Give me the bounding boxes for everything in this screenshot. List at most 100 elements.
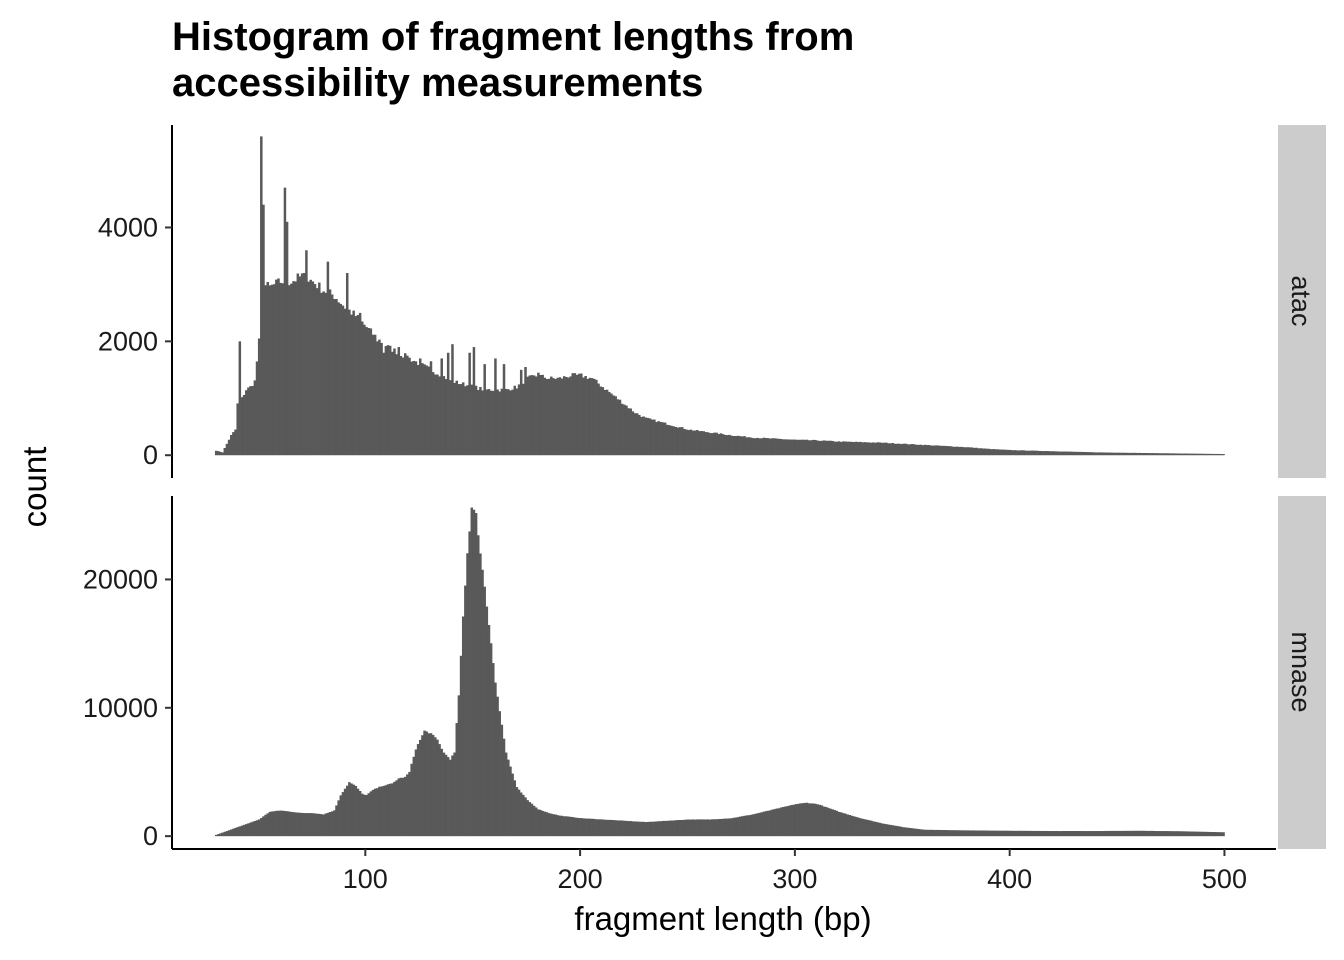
histogram-bar	[797, 803, 800, 837]
histogram-bar	[803, 802, 806, 837]
histogram-bar	[217, 451, 220, 456]
histogram-bar	[672, 426, 675, 456]
histogram-bar	[507, 389, 510, 456]
histogram-bar	[696, 819, 699, 837]
histogram-bar	[818, 440, 822, 456]
histogram-bar	[227, 830, 231, 837]
histogram-bar	[1059, 451, 1062, 456]
histogram-bar	[343, 788, 347, 837]
histogram-bar	[253, 380, 257, 456]
histogram-bar	[599, 819, 602, 837]
histogram-bar	[906, 827, 910, 837]
histogram-bar	[676, 427, 680, 456]
histogram-bar	[685, 429, 688, 456]
histogram-bar	[930, 445, 933, 456]
histogram-bar	[502, 738, 506, 837]
histogram-bar	[668, 820, 671, 837]
histogram-bar	[257, 819, 261, 837]
histogram-bar	[419, 358, 422, 456]
histogram-bar	[992, 830, 995, 837]
histogram-bar	[567, 816, 570, 837]
histogram-bar	[687, 819, 690, 837]
histogram-bar	[1207, 453, 1210, 456]
histogram-bar	[1093, 452, 1096, 456]
histogram-bar	[852, 816, 856, 837]
histogram-bar	[322, 291, 325, 456]
histogram-bar	[502, 364, 506, 456]
histogram-bar	[350, 783, 353, 837]
histogram-bar	[904, 827, 907, 837]
histogram-bar	[852, 442, 856, 456]
histogram-bar	[251, 385, 254, 456]
histogram-bar	[227, 439, 231, 456]
histogram-bar	[1067, 831, 1071, 837]
histogram-bar	[283, 187, 287, 456]
histogram-bar	[515, 388, 519, 456]
histogram-bar	[373, 334, 377, 456]
histogram-bar	[1033, 830, 1036, 837]
histogram-bar	[799, 439, 802, 456]
histogram-bar	[736, 435, 740, 456]
histogram-bar	[534, 807, 538, 837]
histogram-bar	[1089, 831, 1092, 837]
histogram-bar	[627, 821, 630, 837]
histogram-bar	[1142, 453, 1146, 456]
histogram-bar	[326, 812, 330, 837]
histogram-bar	[1211, 453, 1215, 456]
histogram-bar	[496, 696, 499, 837]
histogram-bar	[986, 448, 989, 456]
histogram-bar	[214, 450, 218, 456]
histogram-bar	[620, 820, 624, 837]
histogram-bar	[330, 811, 334, 837]
histogram-bar	[395, 354, 398, 456]
histogram-bar	[562, 816, 566, 837]
histogram-bar	[1187, 831, 1191, 837]
histogram-bar	[483, 364, 486, 456]
histogram-bar	[590, 378, 594, 456]
histogram-bar	[229, 829, 233, 837]
histogram-bar	[790, 804, 794, 837]
histogram-bar	[560, 378, 564, 456]
histogram-bar	[1194, 831, 1197, 837]
histogram-bar	[650, 821, 654, 837]
histogram-bar	[915, 444, 918, 456]
histogram-bar	[1095, 452, 1099, 456]
histogram-bar	[543, 377, 547, 456]
histogram-bar	[474, 513, 478, 837]
histogram-bar	[481, 390, 484, 456]
histogram-bar	[322, 814, 325, 837]
histogram-bar	[861, 442, 864, 456]
histogram-bar	[867, 442, 871, 456]
histogram-bar	[685, 819, 688, 837]
histogram-bar	[382, 785, 385, 837]
histogram-bar	[928, 829, 931, 837]
histogram-bar	[1183, 831, 1187, 837]
histogram-bar	[590, 818, 594, 837]
histogram-bar	[519, 369, 523, 456]
histogram-bar	[618, 399, 622, 456]
histogram-bar	[315, 288, 319, 456]
histogram-bar	[816, 804, 819, 837]
histogram-bar	[1050, 831, 1053, 837]
histogram-bar	[240, 397, 244, 456]
histogram-bar	[728, 818, 731, 837]
histogram-bar	[1172, 453, 1176, 456]
histogram-bar	[1097, 831, 1101, 837]
histogram-bar	[1198, 453, 1202, 456]
histogram-bar	[659, 422, 663, 456]
histogram-bar	[760, 438, 764, 456]
histogram-bar	[386, 345, 390, 456]
histogram-bar	[786, 806, 789, 837]
histogram-bar	[543, 811, 547, 837]
histogram-bar	[597, 819, 600, 837]
histogram-bar	[756, 437, 759, 456]
histogram-bar	[913, 444, 916, 456]
histogram-bar	[363, 324, 366, 456]
histogram-bar	[1164, 831, 1167, 837]
histogram-bar	[683, 428, 686, 456]
histogram-bar	[354, 785, 358, 837]
histogram-bar	[1078, 831, 1081, 837]
histogram-bar	[526, 800, 529, 837]
histogram-bar	[1033, 450, 1036, 456]
histogram-bar	[681, 427, 684, 456]
